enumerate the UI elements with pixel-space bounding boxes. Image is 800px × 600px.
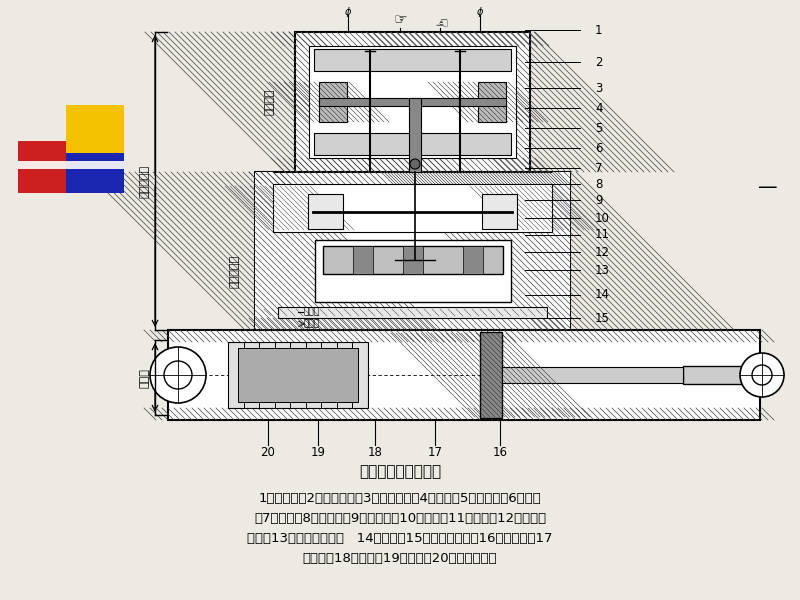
Circle shape bbox=[410, 159, 420, 169]
Bar bbox=[683, 366, 748, 384]
Text: 液压舵机结构原理图: 液压舵机结构原理图 bbox=[359, 464, 441, 479]
Bar bbox=[353, 246, 373, 274]
Text: 进油口: 进油口 bbox=[303, 319, 319, 329]
Text: 液压放大器: 液压放大器 bbox=[230, 254, 240, 287]
Circle shape bbox=[740, 353, 784, 397]
Text: 2: 2 bbox=[595, 55, 602, 68]
Bar bbox=[409, 98, 421, 172]
Text: 20: 20 bbox=[261, 446, 275, 460]
Text: 7: 7 bbox=[595, 161, 602, 175]
Bar bbox=[402, 246, 422, 274]
Bar bbox=[278, 307, 547, 318]
Bar bbox=[462, 246, 482, 274]
Circle shape bbox=[752, 365, 772, 385]
Bar bbox=[319, 82, 347, 122]
Bar bbox=[273, 184, 552, 232]
Text: 力矩马达: 力矩马达 bbox=[265, 89, 275, 115]
Text: －活塞；18－铁芯；19－线圈；20－位移传感器: －活塞；18－铁芯；19－线圈；20－位移传感器 bbox=[302, 551, 498, 565]
Bar bbox=[314, 133, 511, 155]
Bar bbox=[552, 172, 570, 330]
Bar bbox=[238, 348, 358, 402]
Text: 10: 10 bbox=[595, 211, 610, 224]
Text: 1: 1 bbox=[595, 23, 602, 37]
Text: 9: 9 bbox=[595, 193, 602, 206]
Bar bbox=[314, 240, 510, 302]
Bar bbox=[18, 141, 66, 193]
Bar bbox=[168, 330, 760, 420]
Text: 15: 15 bbox=[595, 311, 610, 325]
Text: ☞: ☞ bbox=[433, 13, 447, 28]
Text: 18: 18 bbox=[367, 446, 382, 460]
Bar bbox=[478, 82, 506, 122]
Bar bbox=[295, 32, 530, 172]
Circle shape bbox=[150, 347, 206, 403]
Bar bbox=[309, 46, 516, 158]
Bar bbox=[314, 49, 511, 71]
Bar bbox=[255, 172, 570, 330]
Text: 11: 11 bbox=[595, 229, 610, 241]
Bar bbox=[482, 194, 517, 229]
Bar bbox=[18, 141, 92, 193]
Bar bbox=[66, 105, 124, 153]
Text: 13: 13 bbox=[595, 263, 610, 277]
Text: 8: 8 bbox=[595, 178, 602, 191]
Text: 17: 17 bbox=[427, 446, 442, 460]
Text: 12: 12 bbox=[595, 245, 610, 259]
Bar bbox=[322, 246, 502, 274]
Bar bbox=[66, 153, 124, 193]
Text: ☞: ☞ bbox=[393, 13, 407, 28]
Text: 流孔；13－固定节流孔；   14－油滤；15－作动筒壳体；16－活塞杆；17: 流孔；13－固定节流孔； 14－油滤；15－作动筒壳体；16－活塞杆；17 bbox=[247, 532, 553, 545]
Bar bbox=[255, 172, 273, 330]
Text: $\phi$: $\phi$ bbox=[344, 5, 352, 19]
Circle shape bbox=[164, 361, 192, 389]
Text: 电液伺服阀: 电液伺服阀 bbox=[140, 164, 150, 197]
Text: 19: 19 bbox=[310, 446, 326, 460]
Bar bbox=[90, 105, 124, 135]
Text: 16: 16 bbox=[493, 446, 507, 460]
Bar bbox=[480, 332, 502, 418]
Text: $\phi$: $\phi$ bbox=[476, 5, 484, 19]
Text: 3: 3 bbox=[595, 82, 602, 94]
Bar bbox=[228, 342, 368, 408]
Text: 6: 6 bbox=[595, 142, 602, 154]
Text: 回油口: 回油口 bbox=[303, 307, 319, 317]
Text: 作动筒: 作动筒 bbox=[140, 368, 150, 388]
Bar bbox=[308, 194, 343, 229]
Text: 1－导磁体；2－永久磁铁；3－控制线圈；4－衔铁；5－弹簧管；6－挡板: 1－导磁体；2－永久磁铁；3－控制线圈；4－衔铁；5－弹簧管；6－挡板 bbox=[258, 491, 542, 505]
Text: —: — bbox=[758, 179, 778, 197]
Bar bbox=[18, 161, 124, 169]
Text: 14: 14 bbox=[595, 289, 610, 301]
Text: ；7－喷嘴；8－溢流腔；9－反馈杆；10－阀芯；11－阀套；12－回油节: ；7－喷嘴；8－溢流腔；9－反馈杆；10－阀芯；11－阀套；12－回油节 bbox=[254, 511, 546, 524]
Bar bbox=[502, 367, 683, 383]
Text: 4: 4 bbox=[595, 101, 602, 115]
Bar bbox=[319, 98, 506, 106]
Text: 5: 5 bbox=[595, 121, 602, 134]
Bar bbox=[90, 153, 124, 193]
